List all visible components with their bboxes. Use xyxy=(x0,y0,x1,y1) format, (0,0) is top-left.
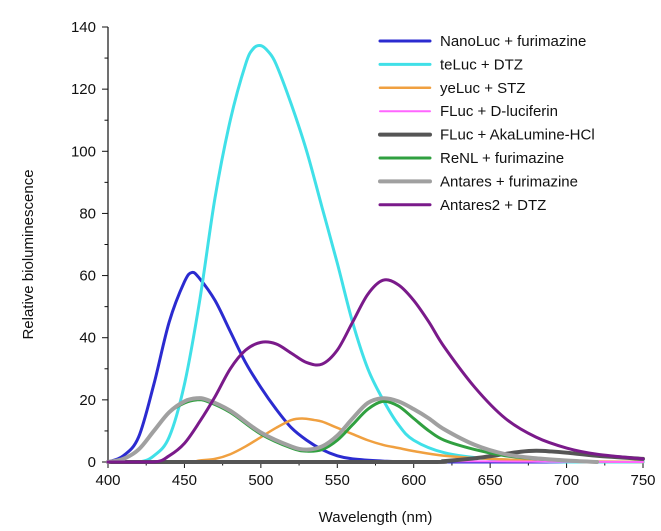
x-tick-label: 400 xyxy=(95,472,120,489)
series-line-8 xyxy=(106,278,645,464)
x-tick-label: 450 xyxy=(172,472,197,489)
legend-label-3: yeLuc + STZ xyxy=(440,80,525,97)
y-tick-label: 0 xyxy=(88,454,96,471)
x-tick-label: 650 xyxy=(478,472,503,489)
y-tick-label: 60 xyxy=(79,268,96,285)
legend-label-5: FLuc + AkaLumine-HCl xyxy=(440,127,595,144)
legend-label-4: FLuc + D-luciferin xyxy=(440,103,558,120)
series-line-2 xyxy=(106,43,645,464)
legend-label-8: Antares2 + DTZ xyxy=(440,197,546,214)
y-tick-label: 120 xyxy=(71,81,96,98)
y-tick-label: 140 xyxy=(71,19,96,36)
series-line-5 xyxy=(106,448,645,465)
legend: NanoLuc + furimazine teLuc + DTZ yeLuc + S… xyxy=(378,33,595,214)
y-tick-label: 20 xyxy=(79,392,96,409)
legend-label-1: NanoLuc + furimazine xyxy=(440,33,586,50)
y-axis-label: Relative bioluminescence xyxy=(20,169,37,339)
x-tick-label: 550 xyxy=(325,472,350,489)
x-tick-label: 500 xyxy=(248,472,273,489)
y-tick-label: 80 xyxy=(79,205,96,222)
x-tick-label: 700 xyxy=(554,472,579,489)
x-tick-label: 600 xyxy=(401,472,426,489)
y-tick-label: 100 xyxy=(71,143,96,160)
series-lines xyxy=(106,43,645,465)
x-axis-label: Wavelength (nm) xyxy=(319,509,433,526)
ticks: 400 450 500 550 600 650 700 750 0 20 40 60 80 100 120 1… xyxy=(71,19,656,489)
legend-label-7: Antares + furimazine xyxy=(440,173,578,190)
x-tick-label: 750 xyxy=(630,472,655,489)
series-line-3 xyxy=(106,417,645,464)
axes xyxy=(107,27,643,463)
y-tick-label: 40 xyxy=(79,330,96,347)
legend-label-6: ReNL + furimazine xyxy=(440,150,564,167)
legend-label-2: teLuc + DTZ xyxy=(440,56,523,73)
series-line-7 xyxy=(106,396,600,464)
